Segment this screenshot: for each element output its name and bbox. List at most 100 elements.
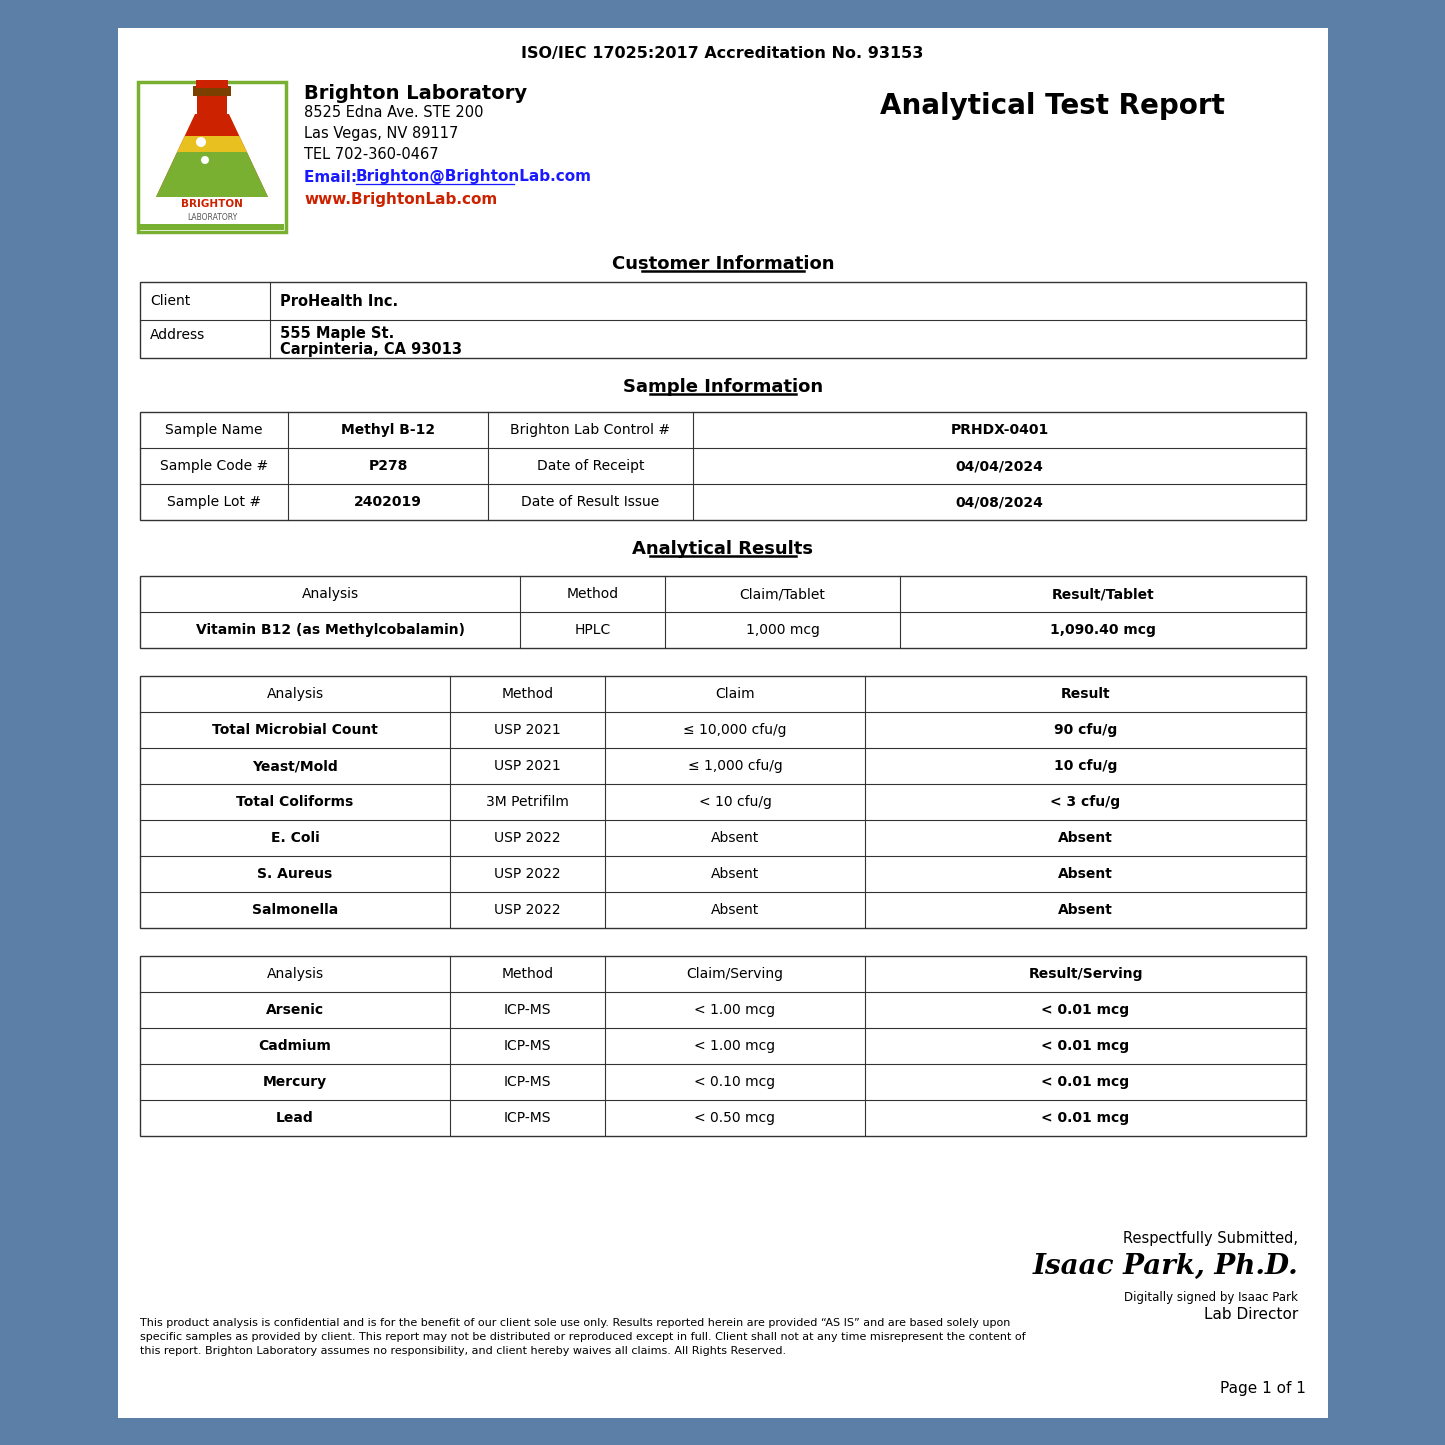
Text: Isaac Park, Ph.D.: Isaac Park, Ph.D. [1032,1253,1298,1280]
Text: Address: Address [150,328,205,342]
Text: < 0.01 mcg: < 0.01 mcg [1042,1003,1130,1017]
Text: Brighton@BrightonLab.com: Brighton@BrightonLab.com [355,169,592,185]
Text: Analysis: Analysis [302,587,358,601]
Text: Sample Lot #: Sample Lot # [168,496,262,509]
Text: S. Aureus: S. Aureus [257,867,332,881]
Text: < 1.00 mcg: < 1.00 mcg [695,1003,776,1017]
Text: Methyl B-12: Methyl B-12 [341,423,435,436]
Text: Result/Tablet: Result/Tablet [1052,587,1155,601]
Text: 1,000 mcg: 1,000 mcg [746,623,819,637]
Text: Mercury: Mercury [263,1075,327,1090]
Text: Analysis: Analysis [266,967,324,981]
Text: Claim: Claim [715,686,754,701]
Text: 90 cfu/g: 90 cfu/g [1053,722,1117,737]
Text: Result/Serving: Result/Serving [1029,967,1143,981]
Polygon shape [156,152,267,197]
Bar [140,224,285,230]
Text: Method: Method [501,967,553,981]
Text: Total Coliforms: Total Coliforms [237,795,354,809]
Text: ICP-MS: ICP-MS [504,1003,551,1017]
Bar [197,79,228,88]
Text: Lead: Lead [276,1111,314,1126]
Text: < 3 cfu/g: < 3 cfu/g [1051,795,1120,809]
Text: ICP-MS: ICP-MS [504,1111,551,1126]
Text: P278: P278 [368,460,407,473]
Circle shape [197,137,207,147]
Bar [140,676,1306,928]
Text: This product analysis is confidential and is for the benefit of our client sole : This product analysis is confidential an… [140,1318,1026,1355]
Text: Absent: Absent [1058,903,1113,918]
Text: < 0.01 mcg: < 0.01 mcg [1042,1111,1130,1126]
Text: Salmonella: Salmonella [251,903,338,918]
Text: Sample Name: Sample Name [165,423,263,436]
Text: Brighton Laboratory: Brighton Laboratory [303,84,527,103]
Text: < 0.50 mcg: < 0.50 mcg [695,1111,776,1126]
Text: 8525 Edna Ave. STE 200: 8525 Edna Ave. STE 200 [303,105,484,120]
Bar [140,412,1306,520]
Text: BRIGHTON: BRIGHTON [181,199,243,210]
Text: Page 1 of 1: Page 1 of 1 [1220,1381,1306,1396]
Circle shape [201,156,210,163]
Text: E. Coli: E. Coli [270,831,319,845]
Text: Las Vegas, NV 89117: Las Vegas, NV 89117 [303,126,458,140]
Bar [197,94,227,114]
Text: Carpinteria, CA 93013: Carpinteria, CA 93013 [280,342,462,357]
Bar [140,957,1306,1136]
Polygon shape [156,114,267,197]
Text: < 0.01 mcg: < 0.01 mcg [1042,1039,1130,1053]
Text: Sample Code #: Sample Code # [160,460,269,473]
Text: USP 2022: USP 2022 [494,867,561,881]
Text: LABORATORY: LABORATORY [186,212,237,221]
Text: Date of Result Issue: Date of Result Issue [522,496,659,509]
Text: 04/04/2024: 04/04/2024 [955,460,1043,473]
Text: Email:: Email: [303,169,363,185]
Text: Absent: Absent [1058,831,1113,845]
Text: Client: Client [150,293,191,308]
Text: Analysis: Analysis [266,686,324,701]
Bar [139,82,286,233]
Text: Method: Method [566,587,618,601]
Text: ≤ 10,000 cfu/g: ≤ 10,000 cfu/g [683,722,786,737]
Text: www.BrightonLab.com: www.BrightonLab.com [303,192,497,207]
Text: ICP-MS: ICP-MS [504,1075,551,1090]
Text: Arsenic: Arsenic [266,1003,324,1017]
Text: 2402019: 2402019 [354,496,422,509]
Text: ISO/IEC 17025:2017 Accreditation No. 93153: ISO/IEC 17025:2017 Accreditation No. 931… [520,46,923,61]
Bar [194,87,231,95]
Text: 10 cfu/g: 10 cfu/g [1053,759,1117,773]
Text: 04/08/2024: 04/08/2024 [955,496,1043,509]
Text: Digitally signed by Isaac Park: Digitally signed by Isaac Park [1124,1290,1298,1303]
Text: USP 2022: USP 2022 [494,903,561,918]
Text: Customer Information: Customer Information [611,254,834,273]
Text: Absent: Absent [711,831,759,845]
Text: Absent: Absent [711,903,759,918]
Text: 1,090.40 mcg: 1,090.40 mcg [1051,623,1156,637]
Text: < 1.00 mcg: < 1.00 mcg [695,1039,776,1053]
Text: Method: Method [501,686,553,701]
Text: < 0.10 mcg: < 0.10 mcg [695,1075,776,1090]
Text: Claim/Tablet: Claim/Tablet [740,587,825,601]
Text: 555 Maple St.: 555 Maple St. [280,327,394,341]
Text: USP 2022: USP 2022 [494,831,561,845]
Text: Yeast/Mold: Yeast/Mold [251,759,338,773]
Bar [140,577,1306,647]
Text: HPLC: HPLC [574,623,611,637]
Text: Claim/Serving: Claim/Serving [686,967,783,981]
Text: ProHealth Inc.: ProHealth Inc. [280,293,399,308]
Text: < 0.01 mcg: < 0.01 mcg [1042,1075,1130,1090]
Text: Cadmium: Cadmium [259,1039,331,1053]
Text: Sample Information: Sample Information [623,379,824,396]
Text: USP 2021: USP 2021 [494,722,561,737]
Text: Analytical Test Report: Analytical Test Report [880,92,1225,120]
Bar [140,282,1306,358]
Text: ≤ 1,000 cfu/g: ≤ 1,000 cfu/g [688,759,782,773]
Text: Respectfully Submitted,: Respectfully Submitted, [1123,1231,1298,1246]
Text: Lab Director: Lab Director [1204,1306,1298,1322]
Text: Analytical Results: Analytical Results [633,540,814,558]
Text: Absent: Absent [1058,867,1113,881]
Text: Total Microbial Count: Total Microbial Count [212,722,379,737]
Text: Vitamin B12 (as Methylcobalamin): Vitamin B12 (as Methylcobalamin) [195,623,464,637]
Text: Date of Receipt: Date of Receipt [536,460,644,473]
Text: Brighton Lab Control #: Brighton Lab Control # [510,423,670,436]
Polygon shape [178,136,247,152]
